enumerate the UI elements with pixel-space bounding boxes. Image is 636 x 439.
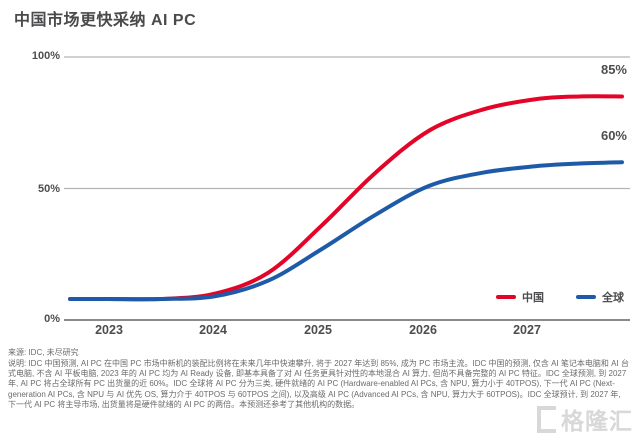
legend-item-china: 中国 bbox=[496, 289, 544, 305]
legend: 中国 全球 bbox=[496, 289, 624, 305]
source-text: 来源: IDC, 未尽研究 bbox=[8, 348, 79, 357]
legend-label-global: 全球 bbox=[602, 292, 624, 304]
legend-item-global: 全球 bbox=[576, 289, 624, 305]
global-end-value-label: 60% bbox=[600, 128, 627, 143]
watermark-logo-icon bbox=[537, 405, 556, 433]
x-axis-tick-2024: 2024 bbox=[199, 323, 227, 337]
watermark: 格隆汇 bbox=[537, 402, 633, 436]
x-axis-tick-2027: 2027 bbox=[513, 323, 541, 337]
y-axis-tick-0: 0% bbox=[44, 313, 60, 325]
global-line-swatch-icon bbox=[576, 295, 596, 299]
x-axis-tick-2025: 2025 bbox=[304, 323, 332, 337]
china-end-value-label: 85% bbox=[600, 62, 627, 77]
china-series-line bbox=[68, 94, 624, 302]
watermark-text: 格隆汇 bbox=[561, 408, 633, 434]
y-axis-tick-50: 50% bbox=[37, 183, 60, 195]
chart-title: 中国市场更快采纳 AI PC bbox=[14, 12, 197, 29]
x-axis-tick-2026: 2026 bbox=[409, 323, 437, 337]
note-text: 说明: IDC 中国预测, AI PC 在中国 PC 市场中新机的装配比例将在未… bbox=[8, 359, 629, 409]
global-series-line bbox=[68, 160, 624, 302]
legend-label-china: 中国 bbox=[522, 292, 544, 304]
y-axis-tick-100: 100% bbox=[31, 50, 60, 62]
x-axis-tick-2023: 2023 bbox=[95, 323, 123, 337]
china-line-swatch-icon bbox=[496, 295, 516, 299]
